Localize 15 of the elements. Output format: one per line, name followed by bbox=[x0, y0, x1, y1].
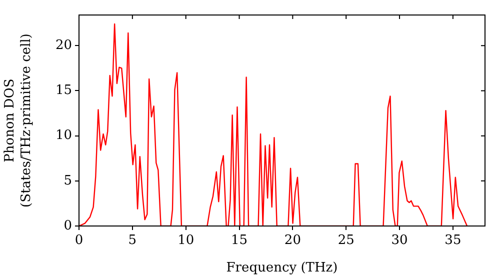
x-tick-label: 35 bbox=[444, 233, 462, 248]
x-tick-label: 20 bbox=[284, 233, 301, 248]
x-tick-label: 30 bbox=[391, 233, 408, 248]
y-axis-title: Phonon DOS (States/THz·primitive cell) bbox=[2, 33, 34, 208]
x-tick-label: 15 bbox=[230, 233, 248, 248]
x-tick-label: 10 bbox=[178, 233, 194, 248]
y-tick-label: 5 bbox=[64, 173, 72, 188]
y-tick-label: 20 bbox=[55, 38, 72, 54]
x-tick-label: 25 bbox=[338, 233, 354, 248]
y-tick-label: 10 bbox=[55, 128, 72, 144]
x-tick-label: 5 bbox=[128, 233, 137, 248]
y-tick-label: 15 bbox=[55, 83, 72, 98]
x-tick-label: 0 bbox=[74, 233, 84, 248]
y-tick-label: 0 bbox=[64, 218, 72, 234]
x-axis-title: Frequency (THz) bbox=[226, 260, 338, 276]
